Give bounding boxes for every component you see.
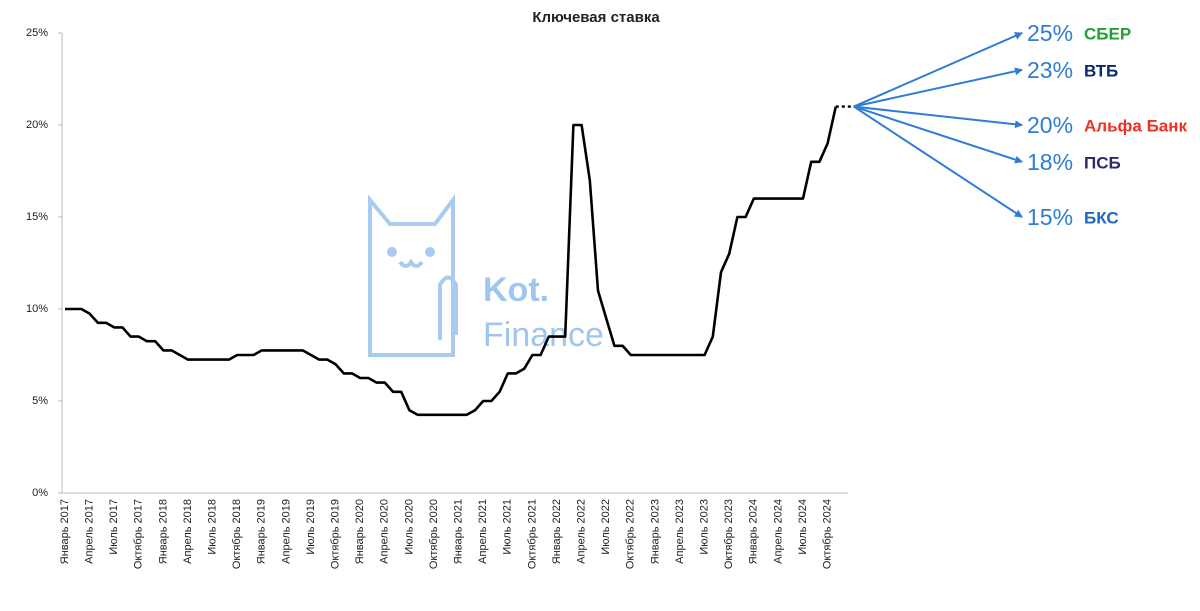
watermark-eye [425, 247, 435, 257]
x-tick-label: Апрель 2020 [379, 499, 391, 564]
x-tick-label: Октябрь 2022 [625, 499, 637, 569]
watermark-eye [387, 247, 397, 257]
watermark-clip [438, 275, 458, 340]
x-tick-label: Январь 2024 [748, 499, 760, 564]
x-tick-label: Июль 2023 [699, 499, 711, 555]
x-tick-label: Январь 2017 [59, 499, 71, 564]
x-tick-label: Апрель 2023 [674, 499, 686, 564]
forecast-label: 23% [1027, 57, 1073, 83]
bank-name: ПСБ [1084, 153, 1121, 172]
x-tick-label: Январь 2018 [157, 499, 169, 564]
x-tick-label: Июль 2021 [502, 499, 514, 555]
forecast-arrow [853, 67, 1023, 108]
x-tick-label: Октябрь 2024 [822, 499, 834, 569]
x-tick-label: Октябрь 2017 [133, 499, 145, 569]
forecast-label: 18% [1027, 149, 1073, 175]
bank-name: СБЕР [1084, 24, 1131, 43]
forecast-arrow [853, 32, 1023, 108]
rate-line [65, 106, 838, 417]
x-tick-label: Апрель 2018 [182, 499, 194, 564]
bank-name: ВТБ [1084, 61, 1118, 80]
x-tick-label: Октябрь 2021 [526, 499, 538, 569]
y-tick-label: 10% [26, 303, 48, 315]
y-tick-label: 15% [26, 211, 48, 223]
y-tick-label: 0% [32, 487, 48, 499]
bank-name: Альфа Банк [1084, 116, 1188, 135]
y-tick-label: 20% [26, 119, 48, 131]
x-tick-label: Апрель 2024 [772, 499, 784, 564]
chart-title: Ключевая ставка [532, 9, 660, 26]
x-tick-label: Июль 2017 [108, 499, 120, 555]
bank-name: БКС [1084, 208, 1119, 227]
x-tick-label: Октябрь 2020 [428, 499, 440, 569]
x-tick-label: Январь 2020 [354, 499, 366, 564]
x-tick-label: Июль 2018 [207, 499, 219, 555]
y-tick-label: 25% [26, 27, 48, 39]
x-tick-label: Январь 2021 [453, 499, 465, 564]
x-tick-label: Январь 2019 [256, 499, 268, 564]
x-tick-label: Апрель 2019 [280, 499, 292, 564]
x-tick-label: Июль 2022 [600, 499, 612, 555]
x-tick-label: Июль 2024 [797, 499, 809, 555]
watermark-logo [368, 194, 458, 357]
forecast-label: 15% [1027, 204, 1073, 230]
x-tick-label: Январь 2023 [649, 499, 661, 564]
x-tick-label: Июль 2019 [305, 499, 317, 555]
forecast-arrow [853, 105, 1023, 129]
x-tick-label: Июль 2020 [403, 499, 415, 555]
watermark-cat [368, 194, 455, 357]
x-tick-label: Октябрь 2023 [723, 499, 735, 569]
x-tick-label: Апрель 2021 [477, 499, 489, 564]
forecast-arrow [853, 105, 1023, 164]
forecast-arrow [853, 105, 1023, 218]
forecast-label: 20% [1027, 112, 1073, 138]
x-tick-label: Январь 2022 [551, 499, 563, 564]
x-tick-label: Апрель 2022 [576, 499, 588, 564]
watermark-text: Kot. [483, 271, 549, 309]
x-tick-label: Октябрь 2019 [330, 499, 342, 569]
y-tick-label: 5% [32, 395, 48, 407]
watermark-mouth [398, 258, 424, 268]
forecast-label: 25% [1027, 20, 1073, 46]
x-tick-label: Апрель 2017 [84, 499, 96, 564]
x-tick-label: Октябрь 2018 [231, 499, 243, 569]
